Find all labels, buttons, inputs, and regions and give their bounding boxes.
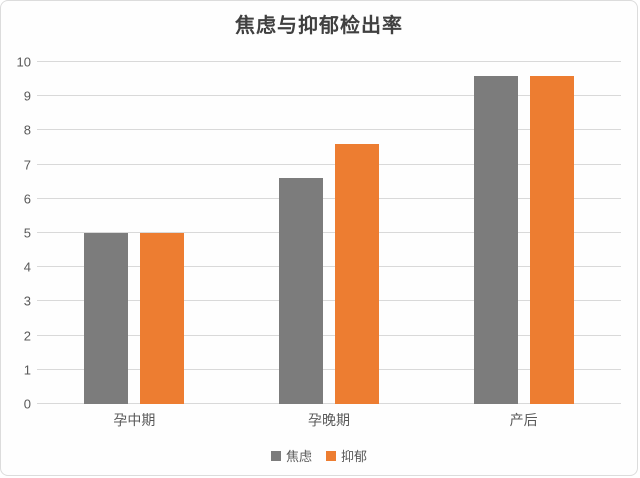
legend-label: 焦虑 <box>285 449 312 464</box>
gridline <box>37 266 621 268</box>
y-tick-label: 7 <box>23 157 31 173</box>
y-tick-label: 1 <box>23 362 31 378</box>
gridline <box>37 368 621 370</box>
y-tick-label: 3 <box>23 293 31 309</box>
legend-label: 抑郁 <box>341 449 368 464</box>
gridline <box>37 197 621 199</box>
bar-抑郁-孕晚期 <box>335 144 379 404</box>
bar-抑郁-产后 <box>529 75 574 404</box>
bar-group <box>232 62 427 404</box>
legend: 焦虑 抑郁 <box>1 446 637 465</box>
legend-swatch-icon <box>326 450 336 461</box>
y-tick-label: 6 <box>23 191 31 207</box>
y-tick-label: 10 <box>16 54 31 70</box>
plot-area <box>37 61 621 404</box>
bar-group <box>37 62 232 404</box>
legend-swatch-icon <box>270 450 281 461</box>
bar-焦虑-孕晚期 <box>279 178 323 404</box>
chart-title: 焦虑与抑郁检出率 <box>235 15 403 37</box>
bar-抑郁-孕中期 <box>140 233 185 404</box>
bar-焦虑-孕中期 <box>84 233 129 404</box>
legend-item-焦虑: 焦虑 <box>270 446 312 465</box>
bars-layer <box>37 62 621 404</box>
gridline <box>37 129 621 131</box>
gridline <box>37 300 621 302</box>
gridline <box>37 61 621 62</box>
x-tick-label: 产后 <box>509 412 538 428</box>
y-tick-label: 0 <box>23 396 31 412</box>
bar-焦虑-产后 <box>473 75 518 404</box>
gridline <box>37 95 621 97</box>
gridline <box>37 403 621 404</box>
y-tick-label: 9 <box>23 88 31 104</box>
legend-item-抑郁: 抑郁 <box>326 446 367 465</box>
gridline <box>37 232 621 233</box>
x-axis: 孕中期 孕晚期 产后 <box>37 410 621 430</box>
x-tick-label: 孕晚期 <box>308 412 350 428</box>
y-axis: 0 1 2 3 4 5 6 7 8 9 10 <box>1 56 31 411</box>
gridline <box>37 334 621 336</box>
bar-group <box>426 62 621 404</box>
y-tick-label: 4 <box>23 259 31 275</box>
x-tick-label: 孕中期 <box>113 412 156 428</box>
y-tick-label: 5 <box>23 225 31 241</box>
gridline <box>37 163 621 165</box>
y-tick-label: 2 <box>23 328 31 344</box>
y-tick-label: 8 <box>23 122 31 138</box>
